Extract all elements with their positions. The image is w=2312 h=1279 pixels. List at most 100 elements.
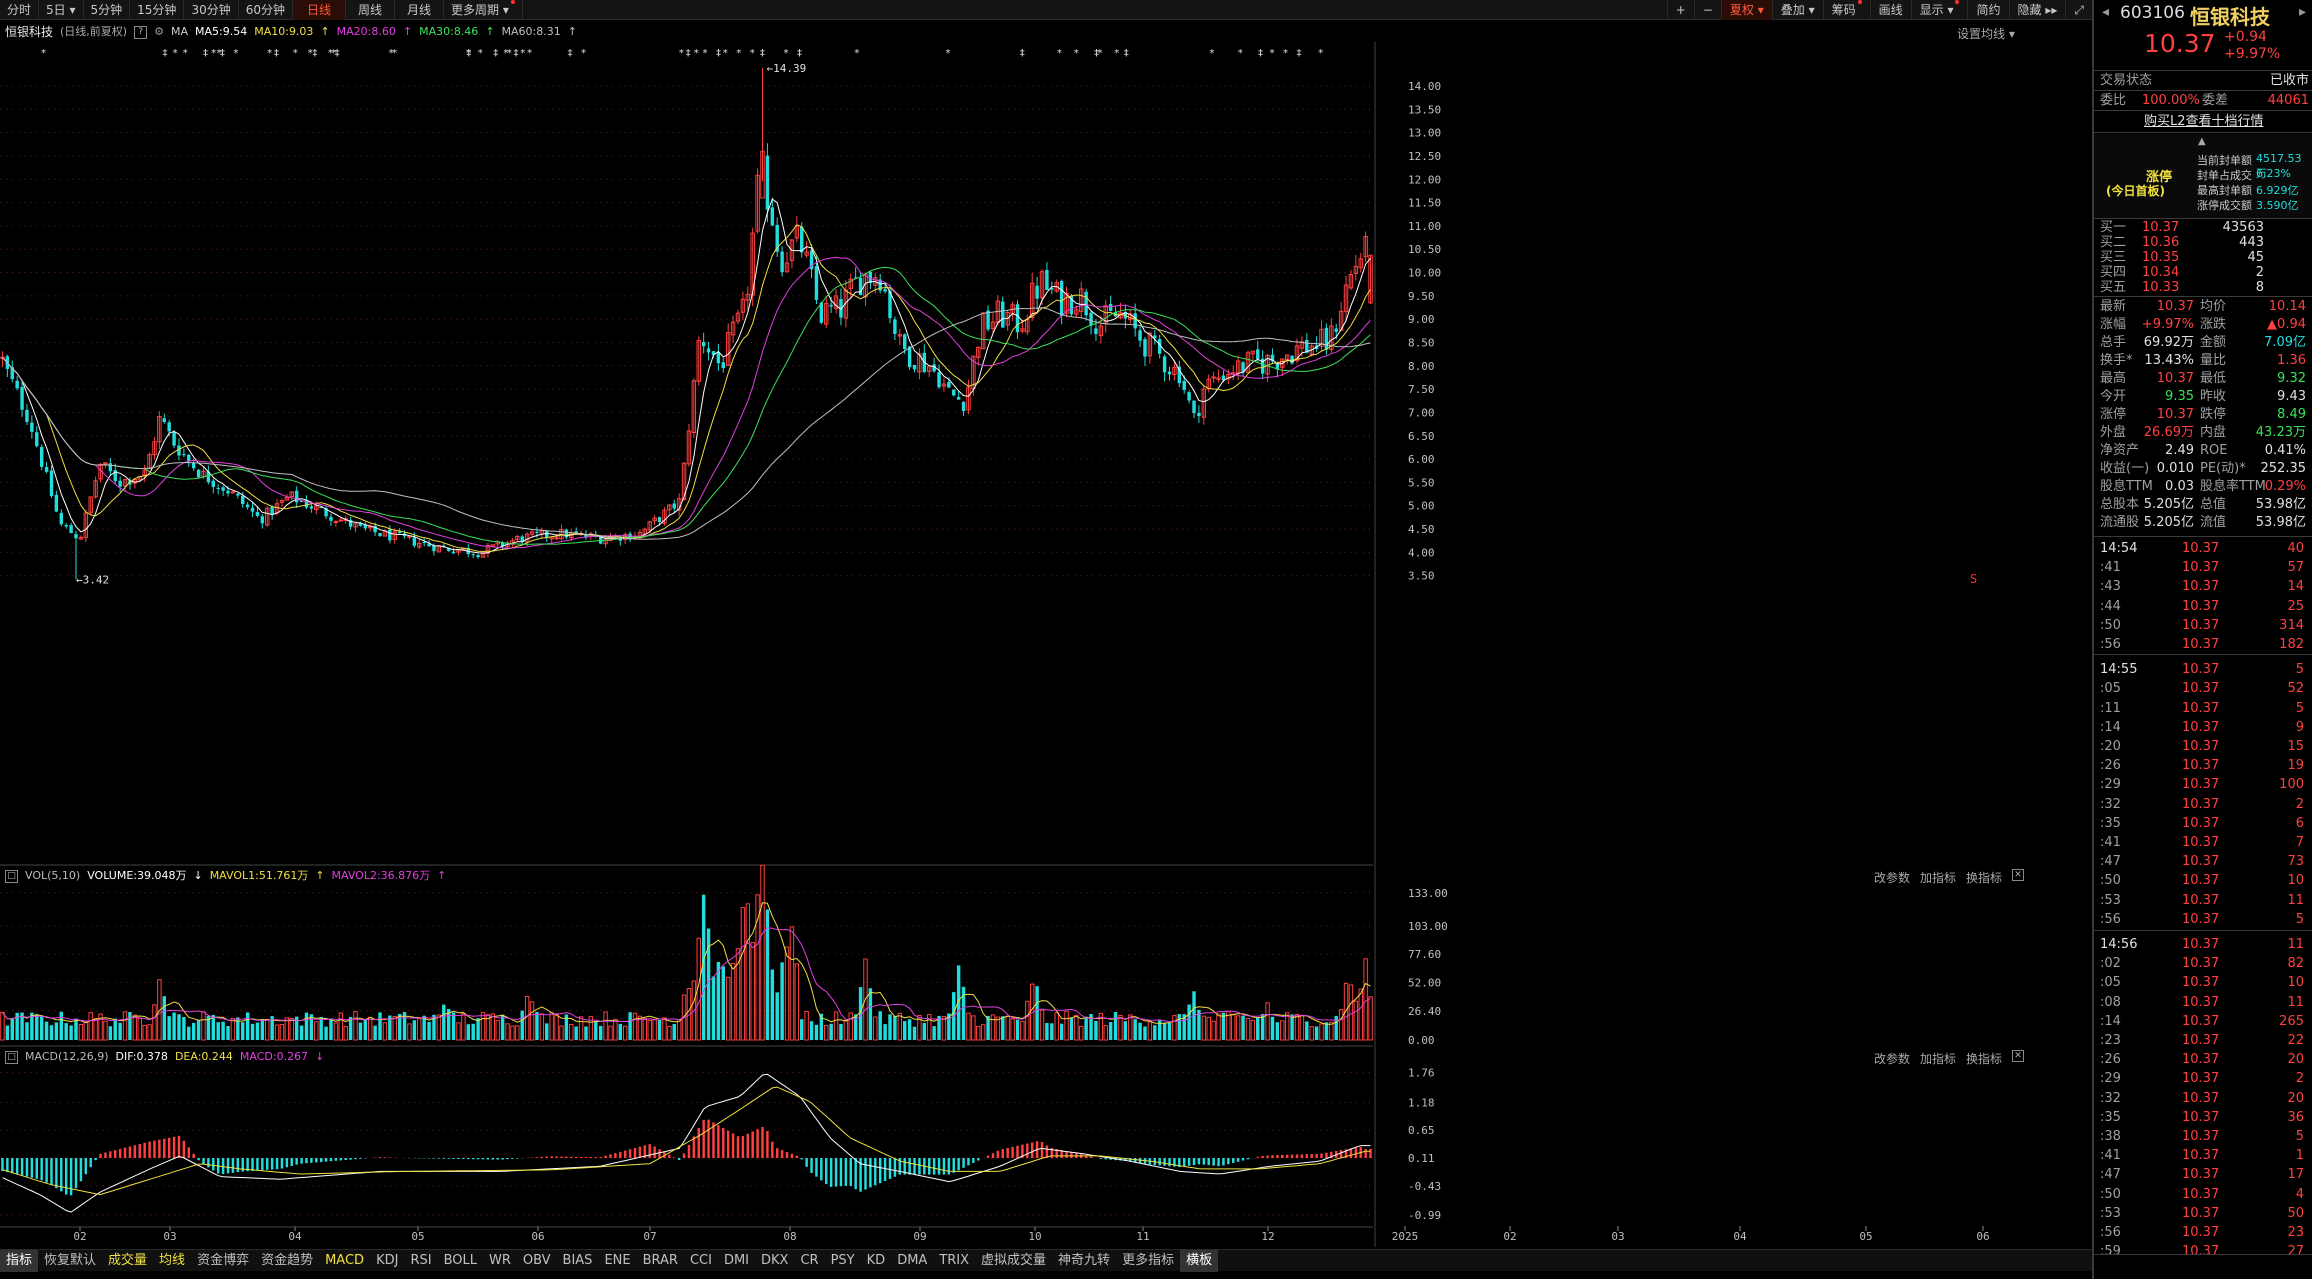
fullscreen-icon[interactable]: ⤢ — [2065, 0, 2092, 20]
event-star-icon[interactable]: * — [327, 48, 333, 59]
event-star-icon[interactable]: ‡ — [567, 48, 573, 59]
indicator-tab-2[interactable]: 成交量 — [108, 1252, 148, 1268]
macd-add-indicator-button[interactable]: 加指标 — [1920, 1052, 1957, 1066]
event-star-icon[interactable]: * — [211, 48, 217, 59]
hide-button[interactable]: 隐藏 ▸▸ — [2008, 0, 2066, 20]
event-star-icon[interactable]: * — [506, 48, 512, 59]
close-box-icon[interactable]: □ — [5, 869, 18, 883]
close-box-icon[interactable]: □ — [5, 1050, 18, 1064]
indicator-tab-11[interactable]: OBV — [522, 1252, 551, 1268]
indicator-tab-13[interactable]: ENE — [604, 1252, 631, 1268]
event-star-icon[interactable]: ‡ — [493, 48, 499, 59]
close-icon[interactable]: ✕ — [2012, 1050, 2025, 1062]
ma-settings-button[interactable]: 设置均线 ▾ — [1957, 27, 2015, 41]
event-star-icon[interactable]: ‡ — [466, 48, 472, 59]
event-star-icon[interactable]: * — [1114, 48, 1120, 59]
event-star-icon[interactable]: * — [581, 48, 587, 59]
event-star-icon[interactable]: ‡ — [1123, 48, 1129, 59]
period-5min[interactable]: 5分钟 — [84, 0, 131, 20]
event-star-icon[interactable]: * — [41, 48, 47, 59]
event-star-icon[interactable]: * — [1269, 48, 1275, 59]
period-week[interactable]: 周线 — [346, 0, 396, 20]
event-star-icon[interactable]: * — [392, 48, 398, 59]
indicator-tab-9[interactable]: BOLL — [443, 1252, 477, 1268]
macd-change-params-button[interactable]: 改参数 — [1874, 1052, 1911, 1066]
event-star-icon[interactable]: ‡ — [312, 48, 318, 59]
event-star-icon[interactable]: ‡ — [162, 48, 168, 59]
overlay-button[interactable]: 叠加 ▾ — [1771, 0, 1823, 20]
indicator-tab-23[interactable]: 虚拟成交量 — [981, 1252, 1047, 1268]
indicator-tab-17[interactable]: DKX — [761, 1252, 789, 1268]
event-star-icon[interactable]: * — [527, 48, 533, 59]
period-month[interactable]: 月线 — [395, 0, 445, 20]
event-star-icon[interactable]: * — [466, 48, 472, 59]
indicator-tab-20[interactable]: KD — [866, 1252, 886, 1268]
event-star-icon[interactable]: * — [331, 48, 337, 59]
l2-row[interactable]: 购买L2查看十档行情 — [2094, 113, 2312, 131]
event-star-icon[interactable]: ‡ — [716, 48, 722, 59]
indicator-tab-3[interactable]: 均线 — [159, 1252, 186, 1268]
indicator-tab-22[interactable]: TRIX — [939, 1252, 970, 1268]
event-star-icon[interactable]: * — [1237, 48, 1243, 59]
forward-icon[interactable]: ▸ — [2298, 4, 2306, 20]
event-star-icon[interactable]: * — [945, 48, 951, 59]
event-star-icon[interactable]: ‡ — [219, 48, 225, 59]
event-star-icon[interactable]: * — [307, 48, 313, 59]
event-star-icon[interactable]: * — [854, 48, 860, 59]
event-star-icon[interactable]: * — [520, 48, 526, 59]
event-star-icon[interactable]: * — [1097, 48, 1103, 59]
vol-add-indicator-button[interactable]: 加指标 — [1920, 871, 1957, 885]
period-fenshi[interactable]: 分时 — [0, 0, 40, 20]
indicator-tab-15[interactable]: CCI — [689, 1252, 712, 1268]
event-star-icon[interactable]: * — [722, 48, 728, 59]
indicator-tab-18[interactable]: CR — [800, 1252, 819, 1268]
indicator-tab-14[interactable]: BRAR — [642, 1252, 678, 1268]
event-star-icon[interactable]: ‡ — [1296, 48, 1302, 59]
event-star-icon[interactable]: * — [182, 48, 188, 59]
indicator-tab-10[interactable]: WR — [488, 1252, 511, 1268]
event-star-icon[interactable]: * — [702, 48, 708, 59]
collapse-icon[interactable]: ▲ — [2198, 136, 2206, 147]
event-star-icon[interactable]: ‡ — [273, 48, 279, 59]
event-star-icon[interactable]: * — [749, 48, 755, 59]
indicator-tab-24[interactable]: 神奇九转 — [1058, 1252, 1111, 1268]
event-star-icon[interactable]: ‡ — [334, 48, 340, 59]
s-marker-icon[interactable]: S — [1970, 572, 1977, 586]
event-star-icon[interactable]: ‡ — [1019, 48, 1025, 59]
indicator-tab-1[interactable]: 恢复默认 — [44, 1252, 97, 1268]
event-star-icon[interactable]: * — [1318, 48, 1324, 59]
close-icon[interactable]: ✕ — [2012, 869, 2025, 881]
draw-line-button[interactable]: 画线 — [1869, 0, 1911, 20]
event-star-icon[interactable]: * — [693, 48, 699, 59]
event-star-icon[interactable]: ‡ — [513, 48, 519, 59]
vol-change-params-button[interactable]: 改参数 — [1874, 871, 1911, 885]
event-star-icon[interactable]: * — [172, 48, 178, 59]
indicator-tab-16[interactable]: DMI — [723, 1252, 750, 1268]
indicator-tab-8[interactable]: RSI — [410, 1252, 432, 1268]
event-star-icon[interactable]: * — [216, 48, 222, 59]
settings-gear-icon[interactable]: ⚙ — [154, 25, 164, 38]
event-star-icon[interactable]: ‡ — [203, 48, 209, 59]
event-star-icon[interactable]: ‡ — [1258, 48, 1264, 59]
period-60min[interactable]: 60分钟 — [239, 0, 293, 20]
indicator-tab-21[interactable]: DMA — [897, 1252, 928, 1268]
event-star-icon[interactable]: * — [388, 48, 394, 59]
event-star-icon[interactable]: * — [503, 48, 509, 59]
event-star-icon[interactable]: * — [267, 48, 273, 59]
event-star-icon[interactable]: ‡ — [759, 48, 765, 59]
display-button[interactable]: 显示 ▾ — [1910, 0, 1968, 20]
event-star-icon[interactable]: * — [477, 48, 483, 59]
indicator-tab-5[interactable]: 资金趋势 — [261, 1252, 314, 1268]
period-more[interactable]: 更多周期 ▾ — [444, 0, 523, 20]
event-star-icon[interactable]: * — [678, 48, 684, 59]
indicator-tab-25[interactable]: 更多指标 — [1122, 1252, 1175, 1268]
indicator-tab-26[interactable]: 横板 — [1180, 1249, 1219, 1272]
event-star-icon[interactable]: * — [292, 48, 298, 59]
event-star-icon[interactable]: * — [1283, 48, 1289, 59]
chips-button[interactable]: 筹码 — [1822, 0, 1870, 20]
event-star-icon[interactable]: * — [783, 48, 789, 59]
period-day[interactable]: 日线 — [293, 0, 347, 20]
candlestick-chart[interactable]: 14.00 13.50 13.00 12.50 12.00 11.50 11.00 10.50… — [0, 42, 2092, 1249]
event-star-icon[interactable]: ‡ — [797, 48, 803, 59]
help-icon[interactable]: ? — [134, 25, 148, 39]
